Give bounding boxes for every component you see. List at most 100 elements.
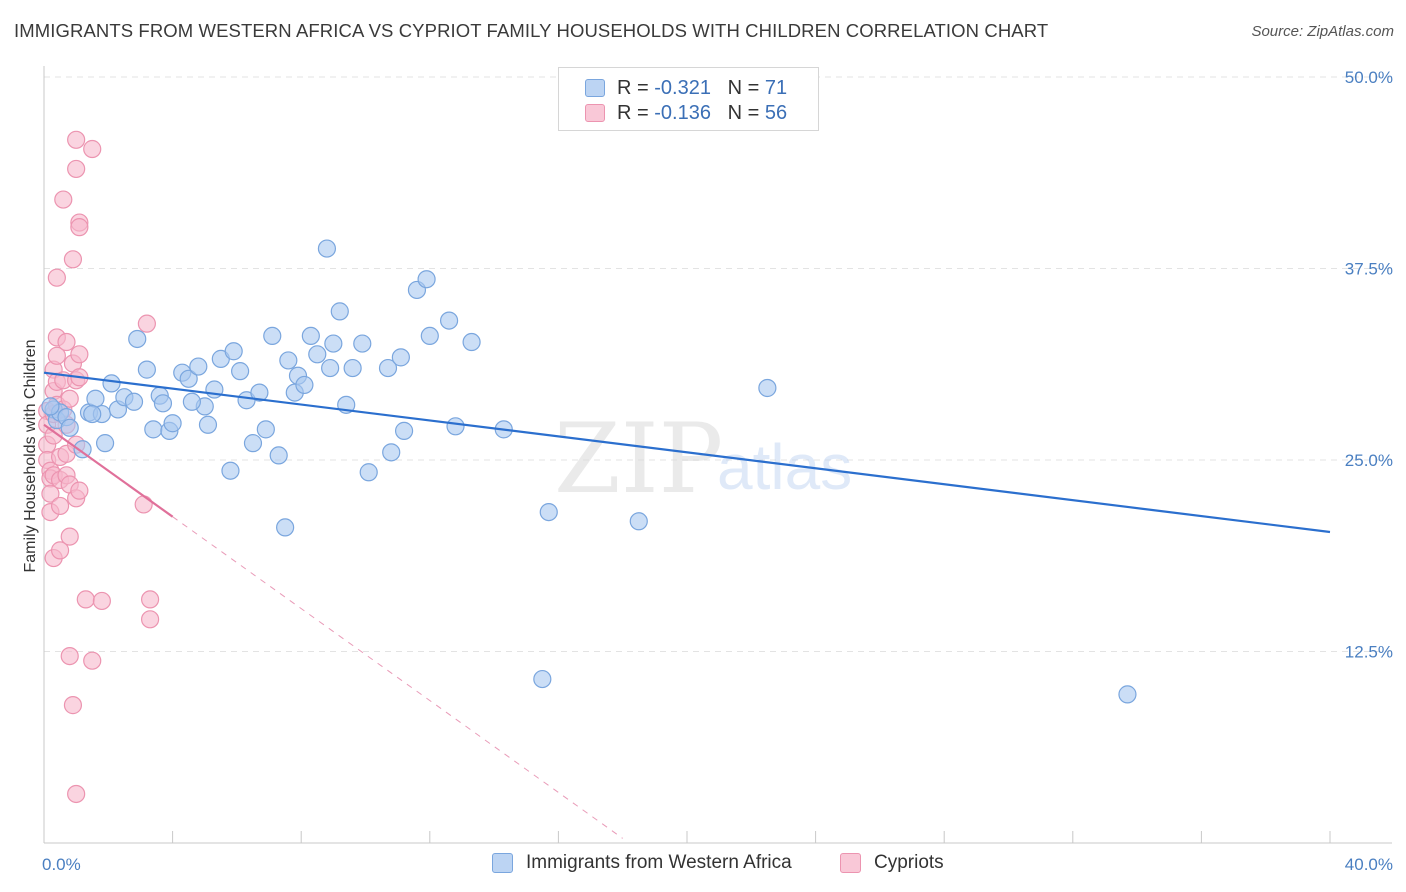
cypriots-trend-line [43, 423, 174, 518]
western-africa-point [324, 334, 343, 353]
western-africa-point [539, 502, 558, 522]
western-africa-point [41, 397, 60, 416]
western-africa-point [394, 421, 414, 440]
gridlines [44, 76, 1392, 652]
cypriots-point [70, 345, 89, 364]
western-africa-point [256, 420, 275, 439]
cypriots-point [137, 314, 156, 333]
cypriots-point [134, 495, 153, 514]
western-africa-point [163, 414, 182, 433]
western-africa-point [250, 383, 269, 402]
cypriots-point [63, 696, 83, 715]
x-tick-labels: 0.0% 40.0% [42, 855, 1393, 874]
western-africa-point [95, 434, 115, 453]
western-africa-point [144, 420, 163, 439]
western-africa-point [231, 362, 250, 381]
western-africa-point [269, 446, 288, 465]
trend-lines [43, 371, 1331, 839]
cypriots-point [76, 590, 95, 609]
x-tick-label: 0.0% [42, 855, 81, 874]
cypriots-point [92, 591, 111, 611]
cypriots-point [70, 218, 89, 237]
western-africa-point [128, 329, 147, 349]
cypriots-trend-extension [172, 516, 623, 839]
western-africa-point [137, 360, 156, 379]
bottom-legend-swatch-blue [492, 853, 513, 873]
cypriots-point [67, 130, 86, 149]
western-africa-point [758, 378, 777, 398]
watermark-atlas: atlas [717, 431, 852, 503]
y-tick-label: 50.0% [1345, 68, 1393, 87]
series-cypriots [38, 130, 160, 804]
western-africa-point [86, 389, 105, 408]
cypriots-point [83, 651, 102, 670]
legend-r-value-pink: -0.136 [654, 102, 711, 124]
western-africa-point [73, 440, 92, 459]
western-africa-point [533, 669, 552, 689]
western-africa-point [382, 443, 401, 462]
western-africa-point [198, 415, 218, 434]
western-africa-point [359, 463, 378, 482]
western-africa-point [276, 518, 295, 537]
western-africa-point [179, 369, 198, 388]
cypriots-point [41, 484, 60, 503]
y-tick-label: 37.5% [1345, 260, 1393, 279]
western-africa-point [420, 326, 439, 346]
western-africa-point [353, 334, 372, 353]
cypriots-point [50, 496, 70, 516]
western-africa-point [60, 418, 79, 437]
legend-n-label: N = [727, 77, 765, 99]
western-africa-point [102, 374, 121, 393]
western-africa-point [462, 332, 481, 352]
western-africa-point [321, 358, 340, 378]
cypriots-point [47, 346, 66, 365]
legend-swatch-pink [585, 104, 605, 122]
legend-n-value-pink: 56 [764, 102, 788, 124]
western-africa-point [317, 239, 337, 258]
cypriots-point [63, 250, 83, 269]
western-africa-point [263, 326, 282, 346]
legend-swatch-blue [585, 79, 605, 97]
western-africa-point [153, 394, 173, 413]
western-africa-point [279, 351, 298, 370]
cypriots-point [50, 541, 70, 560]
western-africa-point [189, 357, 208, 376]
bottom-legend-swatch-pink [840, 853, 861, 873]
series-western-africa [41, 239, 1137, 704]
western-africa-point [1118, 685, 1137, 704]
legend-r-label: R = [617, 77, 655, 99]
chart-title: IMMIGRANTS FROM WESTERN AFRICA VS CYPRIO… [14, 20, 1049, 41]
western-africa-point [391, 348, 410, 367]
western-africa-point [378, 358, 398, 378]
x-tick-label: 40.0% [1345, 855, 1393, 874]
cypriots-point [83, 139, 102, 159]
legend-r-value-blue: -0.321 [654, 77, 711, 99]
western-africa-point [221, 461, 240, 480]
western-africa-point [243, 434, 263, 453]
bottom-legend-label-blue: Immigrants from Western Africa [526, 852, 792, 873]
watermark: ZIP atlas [554, 403, 852, 515]
western-africa-point [446, 417, 465, 436]
legend: R = -0.321 N = 71 R = -0.136 N = 56 [558, 67, 819, 131]
watermark-zip: ZIP [554, 403, 723, 515]
y-tick-label: 12.5% [1345, 643, 1393, 662]
western-africa-point [417, 270, 436, 289]
western-africa-point [301, 326, 320, 346]
western-africa-trend-line [43, 371, 1331, 534]
source-label: Source: ZipAtlas.com [1251, 23, 1394, 40]
cypriots-point [67, 784, 86, 804]
legend-n-value-blue: 71 [764, 77, 788, 99]
western-africa-point [330, 302, 349, 321]
legend-n-label: N = [727, 102, 765, 124]
cypriots-point [70, 481, 89, 500]
bottom-legend-label-pink: Cypriots [874, 852, 944, 873]
western-africa-point [83, 404, 102, 424]
cypriots-point [54, 190, 73, 209]
y-tick-labels: 12.5% 25.0% 37.5% 50.0% [1345, 68, 1393, 662]
cypriots-point [57, 332, 76, 352]
y-axis-label: Family Households with Children [22, 340, 39, 573]
cypriots-point [140, 610, 160, 629]
cypriots-point [60, 527, 79, 546]
western-africa-point [182, 392, 201, 411]
